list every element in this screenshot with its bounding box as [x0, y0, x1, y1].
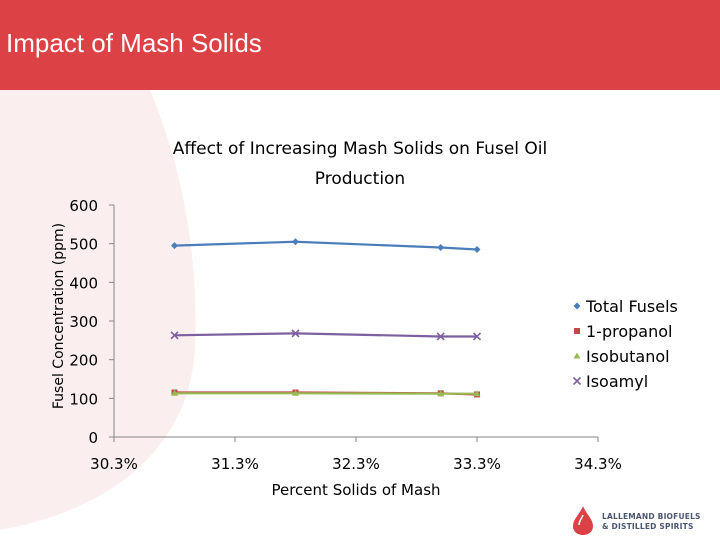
- legend-marker: [572, 376, 582, 386]
- legend-item: Isobutanol: [573, 347, 670, 366]
- data-point: [437, 390, 445, 397]
- x-tick-label: 30.3%: [90, 455, 138, 473]
- data-point: [171, 389, 178, 396]
- legend-item: 1-propanol: [574, 322, 672, 341]
- y-tick-label: 100: [69, 390, 98, 408]
- x-tick-label: 32.3%: [332, 455, 380, 473]
- data-point: [171, 242, 178, 250]
- x-axis-label: Percent Solids of Mash: [271, 481, 440, 499]
- chart-title-line-2: Production: [315, 169, 405, 189]
- background-drop-decoration: [0, 90, 196, 530]
- y-tick-label: 200: [69, 352, 98, 370]
- drop-logo-icon: [573, 506, 593, 535]
- y-axis-label: Fusel Concentration (ppm): [51, 223, 67, 409]
- y-tick-label: 400: [69, 274, 98, 292]
- legend-item: Isoamyl: [572, 372, 648, 391]
- data-point: [292, 389, 299, 396]
- data-point: [170, 331, 179, 340]
- legend-label: Isoamyl: [586, 372, 648, 391]
- x-tick-label: 34.3%: [574, 455, 622, 473]
- slide-header: Impact of Mash Solids: [0, 0, 720, 90]
- y-tick-label: 0: [88, 429, 98, 447]
- slide-title: Impact of Mash Solids: [6, 28, 262, 58]
- legend-marker: [574, 328, 580, 334]
- data-point: [436, 332, 445, 341]
- y-tick-label: 300: [69, 313, 98, 331]
- data-point: [473, 245, 481, 253]
- series-total-fusels: [171, 238, 481, 253]
- legend-label: 1-propanol: [586, 322, 672, 341]
- x-tick-label: 33.3%: [453, 455, 501, 473]
- legend-label: Isobutanol: [586, 347, 670, 366]
- y-tick-label: 600: [69, 197, 98, 215]
- x-tick-label: 31.3%: [211, 455, 259, 473]
- series-line: [174, 332, 477, 338]
- series-isobutanol: [171, 389, 481, 397]
- chart-axes: 0 100 200 300 400 500 600 30.3% 31.3% 32.3% 33.3% 3…: [69, 197, 621, 473]
- legend-label: Total Fusels: [585, 297, 678, 316]
- data-point: [292, 238, 299, 246]
- plot-area: [170, 238, 482, 398]
- lallemand-logo: LALLEMAND BIOFUELS & DISTILLED SPIRITS: [568, 504, 718, 536]
- chart-title-line-1: Affect of Increasing Mash Solids on Fuse…: [173, 139, 547, 159]
- y-tick-label: 500: [69, 236, 98, 254]
- data-point: [291, 329, 300, 338]
- series-isoamyl: [170, 329, 482, 341]
- logo-line-2: & DISTILLED SPIRITS: [602, 522, 694, 531]
- series-line: [174, 240, 478, 251]
- legend-marker: [573, 352, 581, 359]
- logo-line-1: LALLEMAND BIOFUELS: [602, 512, 701, 521]
- chart-legend: Total Fusels 1-propanol Isobutanol Isoamyl: [572, 297, 678, 391]
- data-point: [473, 390, 481, 397]
- legend-marker: [573, 302, 581, 310]
- legend-item: Total Fusels: [573, 297, 678, 316]
- data-point: [437, 244, 445, 252]
- data-point: [472, 332, 482, 341]
